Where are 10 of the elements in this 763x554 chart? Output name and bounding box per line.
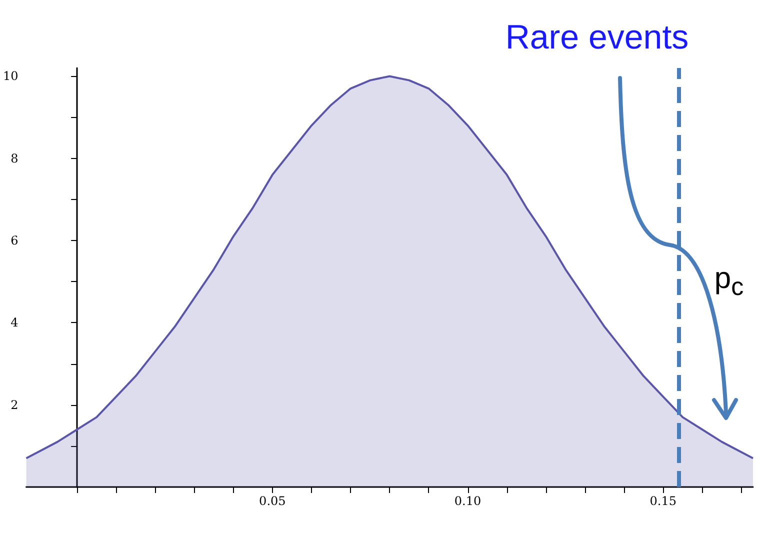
y-tick-label: 8 — [10, 151, 18, 166]
y-tick-label: 6 — [10, 234, 18, 248]
text: Rare events — [505, 18, 689, 58]
x-tick-label: 0.15 — [650, 494, 676, 508]
x-tick-label: 0.05 — [259, 494, 286, 508]
y-tick-label: 2 — [10, 398, 18, 412]
x-tick-label: 0.10 — [454, 494, 482, 508]
annotation: p$_{c}$ — [714, 262, 744, 302]
y-tick-label: 4 — [10, 316, 19, 330]
y-tick-label: 10 — [2, 69, 18, 84]
